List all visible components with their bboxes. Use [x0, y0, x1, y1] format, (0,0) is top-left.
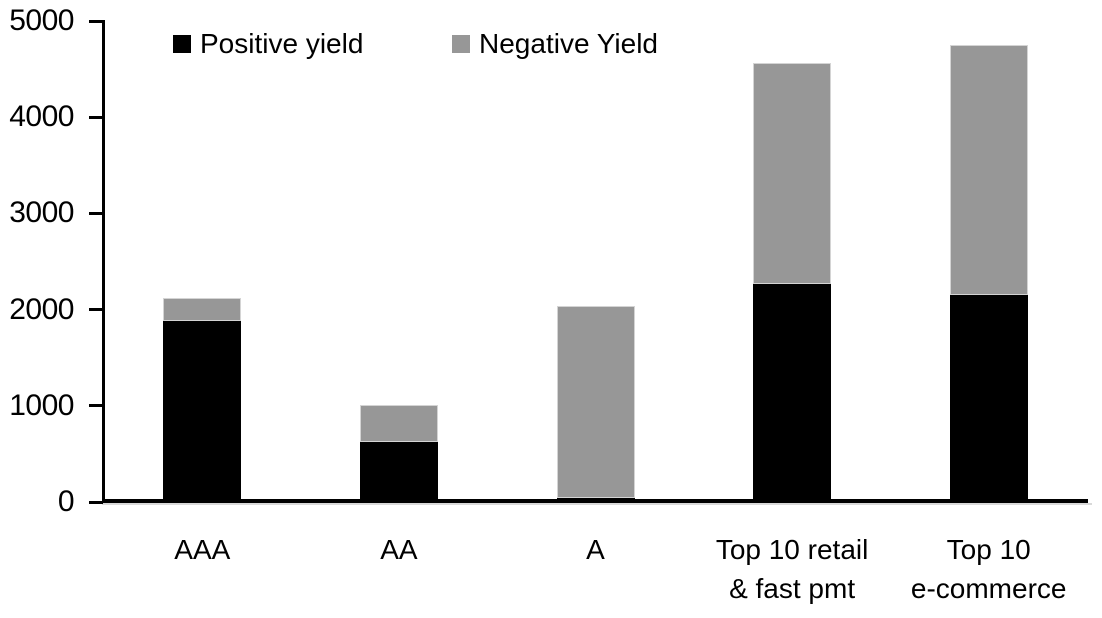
category-label-line: AA — [380, 534, 418, 565]
legend-item-negative-yield: Negative Yield — [452, 29, 658, 59]
bar-segment-negative-yield — [556, 305, 635, 499]
bar-segment-negative-yield — [949, 45, 1028, 296]
legend-label-positive-yield: Positive yield — [200, 28, 364, 59]
y-axis-line — [102, 20, 105, 504]
x-axis-shadow-line — [102, 503, 1092, 505]
category-label: A — [476, 530, 716, 569]
y-tick-label: 2000 — [9, 292, 74, 326]
y-tick-label: 3000 — [9, 196, 74, 230]
y-axis-tick — [89, 404, 103, 408]
bar-segment-positive-yield — [163, 321, 242, 502]
category-label: AA — [279, 530, 519, 569]
category-label: Top 10 e-commerce — [869, 530, 1102, 608]
y-axis-tick — [89, 19, 103, 23]
legend-label-negative-yield: Negative Yield — [479, 28, 659, 59]
category-label-line: A — [586, 534, 605, 565]
legend-item-positive-yield: Positive yield — [173, 29, 363, 59]
y-axis-tick — [89, 308, 103, 312]
category-label-line: AAA — [174, 534, 231, 565]
bar-segment-negative-yield — [163, 298, 242, 322]
bar-segment-positive-yield — [949, 295, 1028, 502]
y-axis-tick — [89, 115, 103, 119]
category-label-line: e-commerce — [910, 573, 1067, 604]
category-label-line: & fast pmt — [729, 573, 856, 604]
category-label: AAA — [82, 530, 322, 569]
y-axis-tick — [89, 500, 103, 504]
bar-segment-positive-yield — [753, 283, 832, 502]
y-tick-label: 5000 — [9, 4, 74, 37]
positive-yield-swatch-icon — [173, 35, 191, 53]
y-axis-tick — [89, 211, 103, 215]
bar-segment-positive-yield — [359, 442, 438, 502]
bar-segment-negative-yield — [359, 404, 438, 443]
y-tick-label: 4000 — [9, 100, 74, 134]
category-label: Top 10 retail & fast pmt — [672, 530, 912, 608]
negative-yield-swatch-icon — [452, 35, 470, 53]
bar-segment-negative-yield — [753, 63, 832, 284]
y-tick-label: 0 — [57, 485, 75, 518]
category-label-line: Top 10 — [946, 534, 1031, 565]
category-label-line: Top 10 retail — [715, 534, 869, 565]
y-tick-label: 1000 — [9, 388, 74, 422]
x-axis-line — [102, 499, 1088, 503]
